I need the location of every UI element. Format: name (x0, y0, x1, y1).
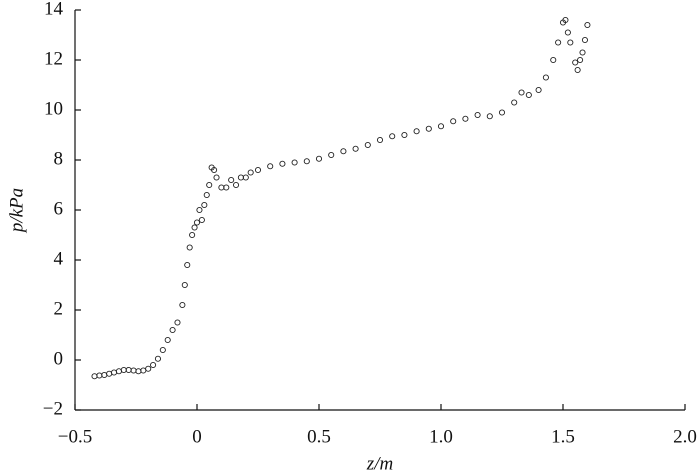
data-point (150, 361, 157, 369)
data-point (115, 368, 122, 375)
data-point (186, 244, 193, 251)
data-point (159, 346, 166, 354)
data-point (125, 366, 132, 374)
data-point (135, 368, 142, 375)
y-axis-label: p/kPa (6, 188, 27, 234)
y-tick-label: 8 (54, 148, 64, 169)
data-point (425, 125, 432, 132)
y-tick-label: 4 (54, 248, 64, 269)
data-point (567, 39, 574, 46)
data-point (562, 16, 569, 24)
data-point (154, 355, 162, 362)
data-point (96, 372, 103, 379)
data-point (193, 219, 201, 226)
data-point (106, 370, 113, 377)
y-tick-label: 0 (54, 348, 64, 369)
data-point (498, 109, 506, 116)
y-tick-label: −2 (43, 398, 63, 419)
data-point (203, 191, 210, 199)
data-point (179, 301, 186, 309)
x-tick-label: −0.5 (58, 426, 92, 447)
data-point (254, 166, 262, 174)
data-point (120, 366, 127, 374)
data-point (340, 148, 347, 155)
x-tick-label: 2.0 (673, 426, 697, 447)
data-point (198, 216, 205, 224)
data-point (279, 160, 286, 167)
y-tick-label: 6 (54, 198, 64, 219)
y-tick-label: 2 (54, 298, 64, 319)
data-point (413, 128, 420, 135)
data-point (550, 56, 557, 64)
x-tick-label: 1.0 (429, 426, 453, 447)
data-point (474, 111, 481, 119)
data-point (303, 158, 310, 165)
x-tick-label: 0.5 (307, 426, 331, 447)
data-point (542, 74, 549, 81)
data-point (352, 145, 359, 152)
data-point (437, 123, 445, 130)
data-point (140, 367, 147, 374)
data-point (525, 91, 532, 99)
data-point (242, 174, 249, 181)
data-point (213, 174, 220, 181)
data-point (555, 39, 562, 46)
data-point (401, 131, 408, 139)
y-tick-label: 14 (44, 0, 64, 19)
data-point (564, 29, 571, 36)
data-point (206, 181, 213, 189)
data-point (291, 159, 298, 166)
x-tick-label: 1.5 (551, 426, 575, 447)
data-point (574, 66, 581, 74)
data-point (201, 201, 208, 209)
data-point (174, 319, 181, 326)
data-point (247, 169, 254, 176)
y-tick-label: 12 (44, 48, 63, 69)
data-point (364, 141, 371, 149)
data-point (376, 136, 384, 144)
data-point (91, 373, 98, 380)
data-point (101, 371, 108, 379)
data-point (228, 176, 235, 184)
data-point (211, 166, 218, 174)
data-point (462, 115, 469, 122)
data-point (145, 365, 152, 372)
data-point (450, 118, 457, 125)
data-point (169, 326, 176, 334)
data-point (315, 155, 323, 162)
data-point (130, 367, 137, 374)
data-point (223, 184, 230, 191)
data-point (511, 99, 518, 106)
data-point (237, 174, 244, 181)
data-point (518, 89, 525, 96)
data-point (389, 133, 396, 140)
data-point (181, 281, 188, 289)
data-point (579, 49, 586, 56)
data-point (232, 181, 240, 189)
data-point (189, 231, 196, 239)
data-point (184, 261, 191, 269)
data-point (191, 224, 198, 231)
data-point (572, 59, 579, 66)
data-point (196, 206, 203, 214)
data-point (164, 336, 171, 344)
data-point (110, 369, 118, 376)
y-tick-label: 10 (44, 98, 63, 119)
x-axis-label: z/m (366, 453, 393, 474)
data-point (267, 163, 274, 170)
data-point (486, 113, 493, 120)
data-point (577, 56, 584, 64)
data-point (584, 21, 591, 29)
data-point (328, 151, 335, 159)
data-point (535, 86, 542, 94)
x-tick-label: 0 (192, 426, 202, 447)
data-point (218, 184, 225, 191)
data-point (581, 36, 589, 44)
